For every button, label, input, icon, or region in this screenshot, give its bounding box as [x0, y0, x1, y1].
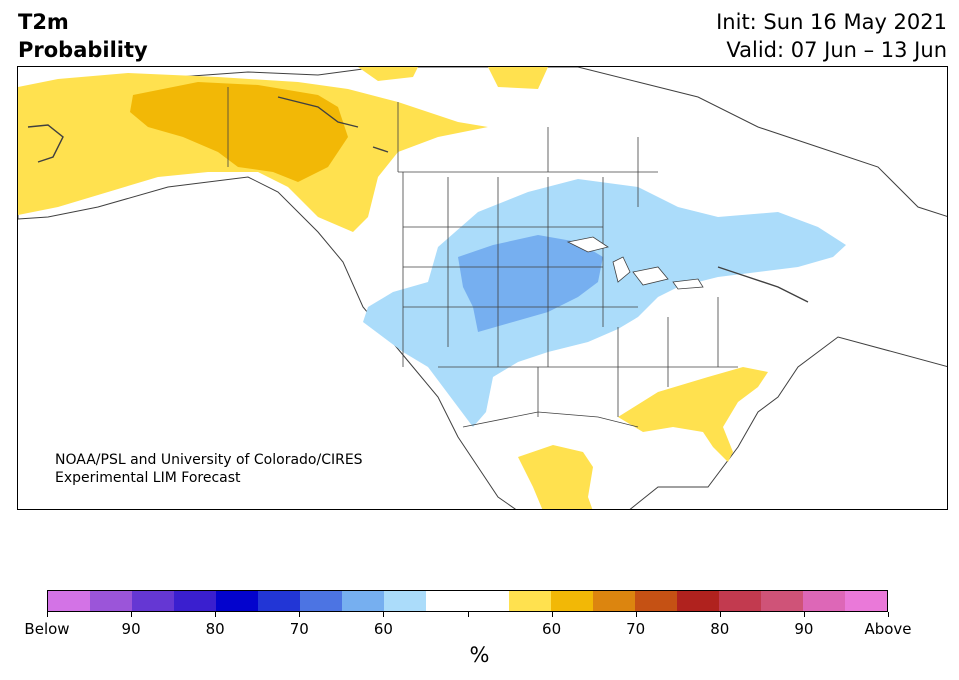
- variable-label: T2m: [18, 10, 69, 34]
- colorbar-label: 60: [542, 620, 562, 638]
- map-svg: [18, 67, 947, 509]
- colorbar-label: 80: [710, 620, 730, 638]
- colorbar-tick: [47, 612, 48, 617]
- colorbar-cell: [89, 591, 132, 611]
- great-lakes: [566, 236, 704, 290]
- chart-title: T2m Probability: [18, 8, 148, 64]
- colorbar-cell: [131, 591, 174, 611]
- colorbar-label: 60: [373, 620, 393, 638]
- below-region-main: [363, 179, 846, 427]
- colorbar-label: 70: [289, 620, 309, 638]
- colorbar-cell: [425, 591, 468, 611]
- colorbar-cell: [48, 591, 90, 611]
- credit-text: NOAA/PSL and University of Colorado/CIRE…: [55, 451, 363, 487]
- colorbar-tick: [803, 612, 805, 617]
- colorbar-cell: [719, 591, 762, 611]
- colorbar-tick: [467, 612, 469, 617]
- political-borders: [227, 87, 738, 428]
- below-region-core: [458, 235, 603, 332]
- forecast-map: NOAA/PSL and University of Colorado/CIRE…: [17, 66, 948, 510]
- colorbar-tick: [635, 612, 637, 617]
- above-region-southeast: [618, 367, 768, 462]
- colorbar-cell: [845, 591, 888, 611]
- above-region-mexico: [518, 445, 593, 509]
- rivers: [27, 96, 809, 303]
- colorbar-label: Below: [24, 620, 70, 638]
- colorbar-label: 90: [121, 620, 141, 638]
- colorbar-label: 80: [205, 620, 225, 638]
- colorbar-tick: [719, 612, 721, 617]
- colorbar-cell: [593, 591, 636, 611]
- colorbar-label: 90: [794, 620, 814, 638]
- colorbar-label: 70: [626, 620, 646, 638]
- colorbar-cell: [299, 591, 342, 611]
- colorbar-unit: %: [469, 643, 490, 667]
- colorbar-cell: [635, 591, 678, 611]
- credit-line-1: NOAA/PSL and University of Colorado/CIRE…: [55, 452, 363, 468]
- colorbar-cell: [383, 591, 426, 611]
- colorbar-cell: [257, 591, 300, 611]
- colorbar-cell: [341, 591, 384, 611]
- date-info: Init: Sun 16 May 2021 Valid: 07 Jun – 13…: [716, 8, 947, 64]
- colorbar-tick: [299, 612, 301, 617]
- colorbar-cell: [677, 591, 720, 611]
- colorbar-tick: [888, 612, 889, 617]
- credit-line-2: Experimental LIM Forecast: [55, 470, 241, 486]
- above-region-alaska-core: [130, 82, 348, 182]
- product-label: Probability: [18, 38, 148, 62]
- colorbar-cell: [509, 591, 552, 611]
- colorbar-cell: [803, 591, 846, 611]
- colorbar-tick: [215, 612, 217, 617]
- colorbar-cell: [761, 591, 804, 611]
- above-region-arctic-2: [488, 67, 548, 89]
- colorbar-tick: [551, 612, 553, 617]
- init-date: Init: Sun 16 May 2021: [716, 10, 947, 34]
- colorbar-cell: [551, 591, 594, 611]
- colorbar-cell: [215, 591, 258, 611]
- colorbar-label: Above: [864, 620, 912, 638]
- colorbar-labels: Below 90 80 70 60 60 70 80 90 Above: [24, 620, 911, 640]
- colorbar-cell: [467, 591, 510, 611]
- colorbar-tick: [383, 612, 385, 617]
- colorbar: [47, 590, 888, 612]
- colorbar-cell: [173, 591, 216, 611]
- above-region-arctic: [358, 67, 418, 81]
- valid-date: Valid: 07 Jun – 13 Jun: [726, 38, 947, 62]
- colorbar-tick: [131, 612, 133, 617]
